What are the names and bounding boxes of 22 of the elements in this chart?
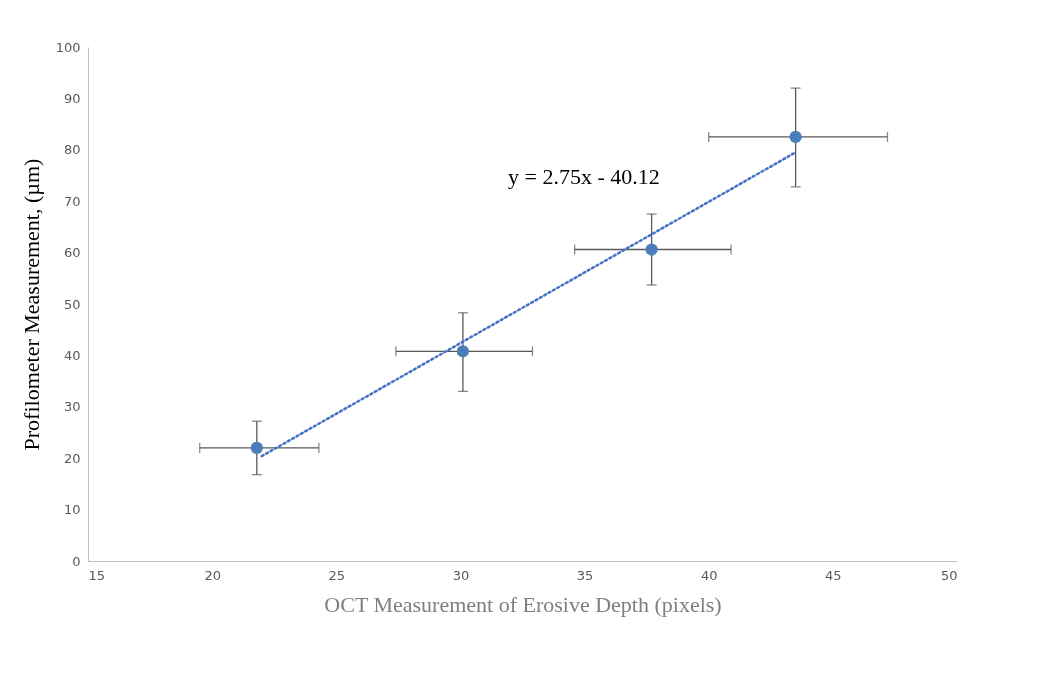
x-tick-label: 30 [452, 567, 470, 583]
x-tick-label: 50 [940, 567, 958, 583]
annotation: y = 2.75x - 40.12 [508, 164, 660, 189]
y-tick-label: 20 [63, 450, 81, 466]
y-tick-label: 0 [72, 553, 81, 569]
y-tick-label: 100 [55, 39, 81, 55]
y-tick-label: 40 [63, 347, 81, 363]
x-axis-title: OCT Measurement of Erosive Depth (pixels) [324, 591, 722, 617]
x-tick-label: 15 [88, 567, 106, 583]
y-tick-label: 90 [63, 90, 81, 106]
x-tick-label: 20 [204, 567, 221, 583]
x-tick-label: 25 [328, 567, 346, 583]
x-tick-label: 40 [700, 567, 718, 583]
y-tick-label: 10 [63, 502, 81, 518]
y-axis-title: Profilometer Measurement, (µm) [18, 158, 44, 451]
y-tick-label: 60 [63, 245, 81, 261]
y-tick-label: 30 [63, 399, 81, 415]
x-tick-label: 45 [825, 567, 842, 583]
x-tick-label: 35 [576, 567, 594, 583]
y-tick-label: 50 [63, 296, 81, 312]
y-tick-label: 80 [63, 142, 81, 158]
y-tick-label: 70 [63, 193, 81, 209]
